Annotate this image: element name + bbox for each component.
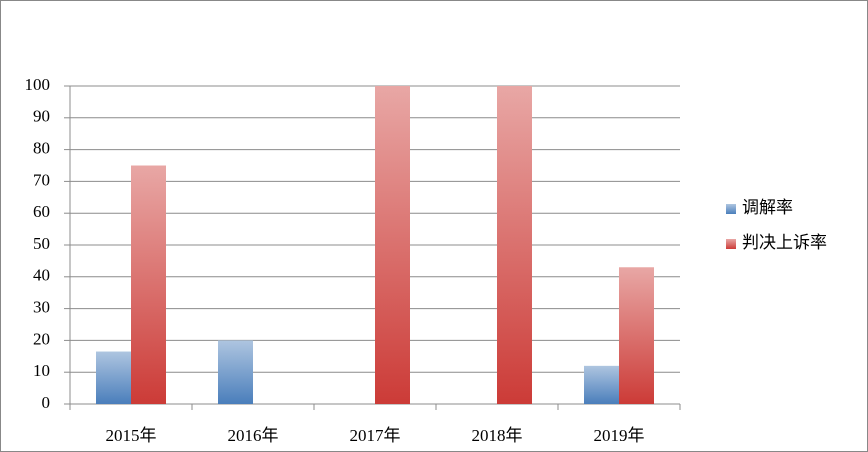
- y-tick-label: 10: [33, 361, 50, 380]
- y-tick-label: 100: [25, 75, 51, 94]
- x-tick-label: 2018年: [472, 426, 523, 445]
- y-tick-label: 90: [33, 107, 50, 126]
- x-tick-label: 2016年: [228, 426, 279, 445]
- y-tick-label: 40: [33, 266, 50, 285]
- y-tick-label: 60: [33, 202, 50, 221]
- legend-label: 调解率: [742, 198, 793, 217]
- legend-label: 判决上诉率: [742, 233, 827, 252]
- y-tick-label: 20: [33, 329, 50, 348]
- bar: [497, 86, 532, 404]
- bar: [619, 267, 654, 404]
- legend-swatch: [726, 204, 736, 214]
- y-tick-label: 0: [42, 393, 51, 412]
- y-tick-label: 70: [33, 170, 50, 189]
- y-tick-label: 30: [33, 298, 50, 317]
- x-tick-label: 2019年: [594, 426, 645, 445]
- bar: [375, 86, 410, 404]
- bar: [131, 165, 166, 404]
- x-tick-label: 2017年: [350, 426, 401, 445]
- bar: [218, 340, 253, 404]
- bar: [584, 365, 619, 404]
- legend-swatch: [726, 239, 736, 249]
- x-tick-label: 2015年: [106, 426, 157, 445]
- y-tick-label: 50: [33, 234, 50, 253]
- y-tick-label: 80: [33, 139, 50, 158]
- bar: [96, 351, 131, 404]
